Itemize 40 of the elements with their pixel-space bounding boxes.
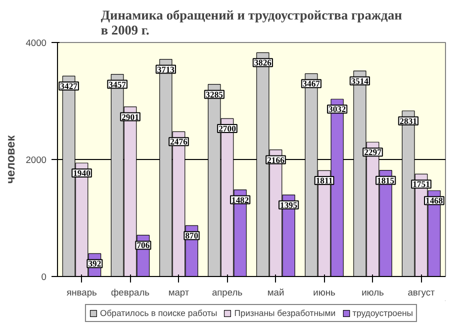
y-tick-label: 2000: [26, 155, 47, 165]
legend-label: Признаны безработными: [234, 308, 336, 318]
x-tick-label: август: [408, 288, 436, 298]
data-label: 870: [185, 230, 198, 241]
data-label: 3032: [328, 104, 346, 114]
data-label: 2831: [400, 116, 417, 126]
data-label: 1940: [73, 168, 90, 178]
x-tick-label: июль: [362, 288, 384, 298]
x-tick-label: апрель: [212, 288, 243, 298]
data-label: 1468: [426, 196, 444, 206]
chart-title: Динамика обращений и трудоустройства граждан в 2009 г.: [100, 8, 402, 38]
data-label: 2166: [267, 154, 286, 165]
data-label: 1815: [377, 175, 396, 186]
x-tick-label: январь: [66, 288, 98, 298]
data-label: 392: [88, 258, 102, 269]
data-label: 1395: [280, 200, 298, 210]
y-tick-label: 0: [41, 272, 47, 282]
data-label: 2700: [218, 124, 236, 134]
x-tick-label: май: [267, 288, 284, 298]
y-tick-label: 4000: [26, 38, 47, 48]
data-label: 2297: [364, 147, 382, 158]
data-label: 3285: [206, 89, 224, 100]
data-label: 3713: [157, 64, 176, 74]
legend-label: трудоустроены: [352, 308, 414, 318]
legend-label: Обратилось в поиске работы: [100, 308, 218, 318]
data-label: 3467: [302, 78, 321, 89]
data-label: 2901: [122, 112, 139, 122]
x-tick-label: февраль: [111, 288, 150, 298]
x-tick-label: март: [168, 288, 190, 298]
data-label: 2476: [170, 136, 188, 147]
data-label: 3457: [108, 79, 127, 90]
data-label: 706: [136, 240, 150, 250]
data-label: 3826: [254, 58, 272, 68]
data-label: 1811: [316, 176, 333, 186]
x-tick-label: июнь: [313, 288, 336, 298]
data-label: 3427: [60, 81, 78, 92]
y-axis-title: человек: [4, 134, 18, 184]
data-label: 1482: [232, 194, 249, 205]
data-label: 3514: [351, 76, 370, 86]
data-label: 1751: [412, 179, 430, 190]
